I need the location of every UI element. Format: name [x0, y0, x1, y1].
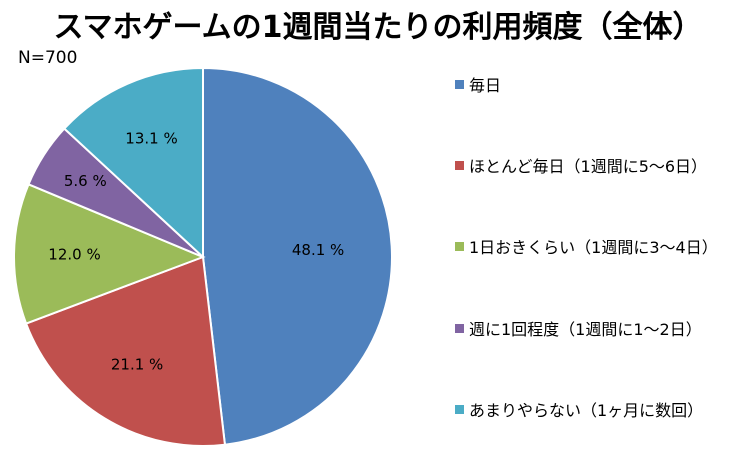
pie-data-label: 48.1 % [292, 241, 344, 259]
legend-item: 週に1回程度（1週間に1～2日） [455, 316, 702, 340]
pie-data-label: 12.0 % [48, 245, 100, 263]
sample-size-label: N=700 [18, 48, 78, 68]
pie-slice [202, 66, 393, 446]
legend-label: ほとんど毎日（1週間に5～6日） [469, 157, 708, 176]
legend-item: 1日おきくらい（1週間に3～4日） [455, 234, 718, 258]
legend-label: あまりやらない（1ヶ月に数回） [469, 401, 704, 420]
legend-item: ほとんど毎日（1週間に5～6日） [455, 153, 707, 177]
pie-slice [13, 183, 206, 325]
legend-item: あまりやらない（1ヶ月に数回） [455, 397, 703, 421]
legend-label: 毎日 [469, 76, 502, 95]
pie-chart: 48.1 % 21.1 % 12.0 % 5.6 % 13.1 % [13, 66, 393, 447]
legend-label: 1日おきくらい（1週間に3～4日） [469, 238, 718, 257]
legend-label: 週に1回程度（1週間に1～2日） [469, 320, 702, 339]
legend-swatch [455, 79, 464, 89]
pie-data-label: 13.1 % [125, 130, 177, 148]
chart-title: スマホゲームの1週間当たりの利用頻度（全体） [53, 10, 703, 45]
legend-swatch [455, 241, 464, 251]
pie-data-label: 5.6 % [64, 172, 107, 190]
legend-swatch [455, 160, 464, 170]
pie-slice [62, 66, 204, 260]
pie-data-label: 21.1 % [111, 356, 163, 374]
pie-slice [24, 255, 227, 447]
legend-item: 毎日 [455, 72, 501, 96]
legend-swatch [455, 323, 464, 333]
legend-swatch [455, 404, 464, 414]
